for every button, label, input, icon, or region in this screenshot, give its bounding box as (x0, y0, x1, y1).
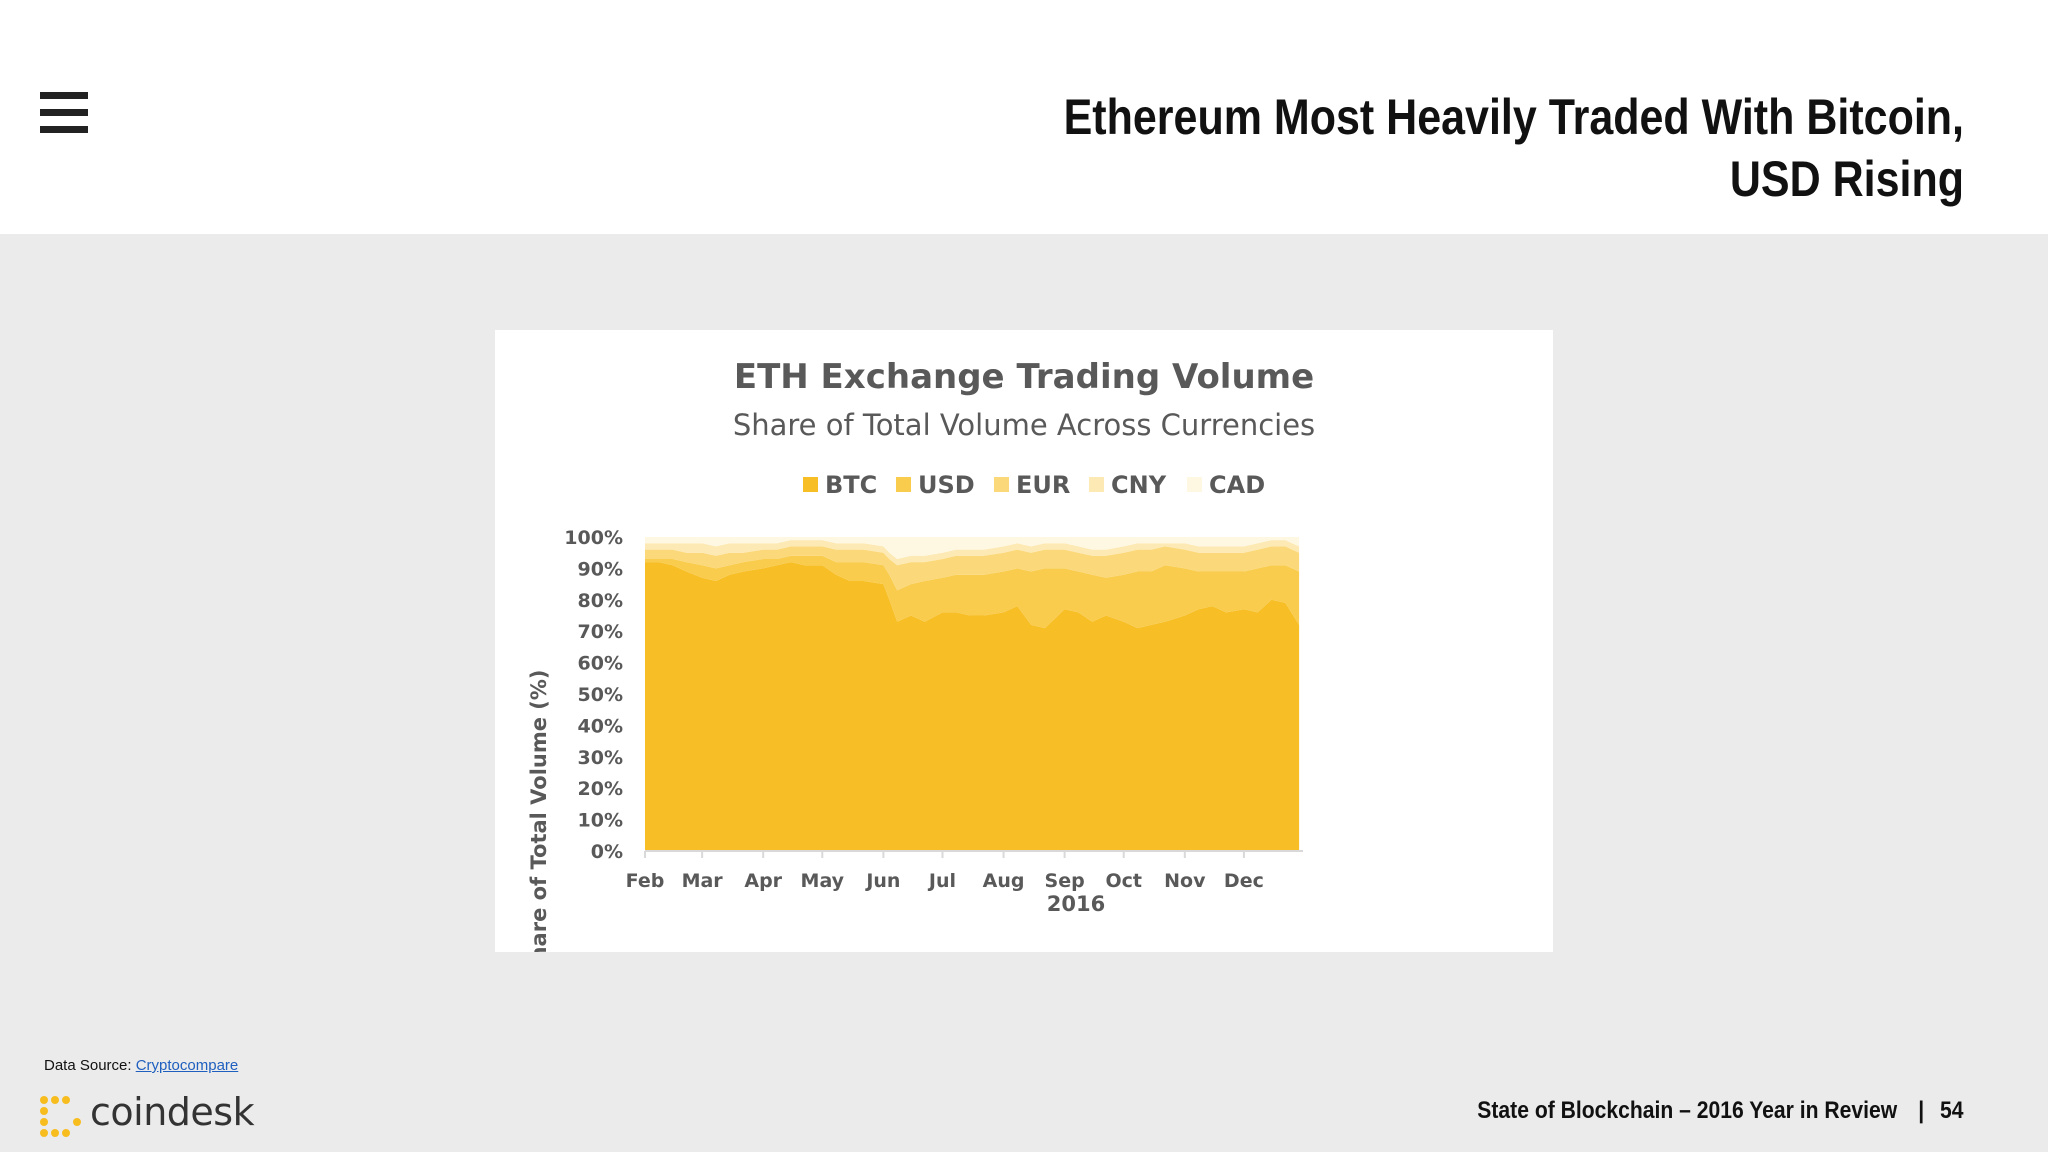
chart-subtitle: Share of Total Volume Across Currencies (733, 408, 1315, 442)
y-tick-label: 10% (578, 810, 623, 832)
report-footer: State of Blockchain – 2016 Year in Revie… (1478, 1097, 1964, 1125)
x-tick-label: Feb (626, 870, 665, 892)
legend-swatch-usd (896, 477, 911, 492)
y-tick-label: 100% (564, 527, 623, 549)
menu-bar (40, 109, 88, 116)
chart-legend: BTC USD EUR CNY CAD (803, 471, 1265, 499)
x-tick-label: Oct (1105, 870, 1142, 892)
y-tick-label: 60% (578, 653, 623, 675)
slide-title: Ethereum Most Heavily Traded With Bitcoi… (1018, 86, 1964, 210)
y-tick-label: 90% (578, 558, 623, 580)
y-tick-label: 50% (578, 684, 623, 706)
y-tick-label: 0% (591, 841, 623, 863)
chart-card: ETH Exchange Trading Volume Share of Tot… (495, 330, 1553, 952)
coindesk-logo[interactable]: coindesk (40, 1090, 260, 1140)
coindesk-logo-icon (40, 1096, 82, 1138)
slide-title-line1: Ethereum Most Heavily Traded With Bitcoi… (1063, 89, 1964, 145)
footer-separator: | (1918, 1097, 1925, 1124)
legend-label-cad: CAD (1209, 471, 1265, 499)
y-axis-label: Share of Total Volume (%) (527, 669, 551, 952)
x-tick-label: Apr (744, 870, 782, 892)
y-tick-label: 80% (578, 590, 623, 612)
area-cad (645, 537, 1300, 559)
legend-swatch-cny (1089, 477, 1104, 492)
menu-bar (40, 126, 88, 133)
y-tick-label: 40% (578, 715, 623, 737)
x-tick-label: May (801, 870, 845, 892)
legend-label-cny: CNY (1111, 471, 1167, 499)
x-tick-label: Mar (682, 870, 724, 892)
area-eur (645, 546, 1300, 591)
report-title: State of Blockchain – 2016 Year in Revie… (1477, 1097, 1898, 1124)
slide-title-line2: USD Rising (1729, 151, 1964, 207)
chart-axes: 0% 10% 20% 30% 40% 50% 60% 70% 80% 90% 100% Feb Mar A… (564, 527, 1303, 892)
slide-header: Ethereum Most Heavily Traded With Bitcoi… (0, 0, 2048, 234)
legend-swatch-eur (994, 477, 1009, 492)
menu-bar (40, 92, 88, 99)
page-number: 54 (1940, 1097, 1964, 1124)
coindesk-logo-text: coindesk (90, 1090, 255, 1134)
data-source: Data Source: Cryptocompare (44, 1057, 238, 1074)
x-tick-label: Jun (864, 870, 900, 892)
y-tick-label: 70% (578, 621, 623, 643)
legend-label-eur: EUR (1016, 471, 1070, 499)
legend-swatch-cad (1187, 477, 1202, 492)
x-axis-label: 2016 (1047, 892, 1105, 916)
y-tick-label: 30% (578, 747, 623, 769)
x-tick-label: Jul (927, 870, 956, 892)
x-tick-label: Nov (1164, 870, 1206, 892)
chart-title: ETH Exchange Trading Volume (734, 357, 1314, 397)
area-usd (645, 555, 1300, 629)
data-source-link[interactable]: Cryptocompare (135, 1057, 239, 1074)
area-cny (645, 540, 1300, 566)
x-tick-label: Aug (983, 870, 1025, 892)
hamburger-menu-icon[interactable] (40, 92, 88, 134)
chart-areas (645, 537, 1300, 851)
area-btc (645, 562, 1300, 851)
x-tick-label: Sep (1045, 870, 1085, 892)
area-chart: ETH Exchange Trading Volume Share of Tot… (527, 357, 1315, 952)
data-source-label: Data Source: (44, 1057, 136, 1074)
legend-swatch-btc (803, 477, 818, 492)
legend-label-usd: USD (918, 471, 975, 499)
x-tick-label: Dec (1224, 870, 1264, 892)
y-tick-label: 20% (578, 778, 623, 800)
legend-label-btc: BTC (825, 471, 877, 499)
